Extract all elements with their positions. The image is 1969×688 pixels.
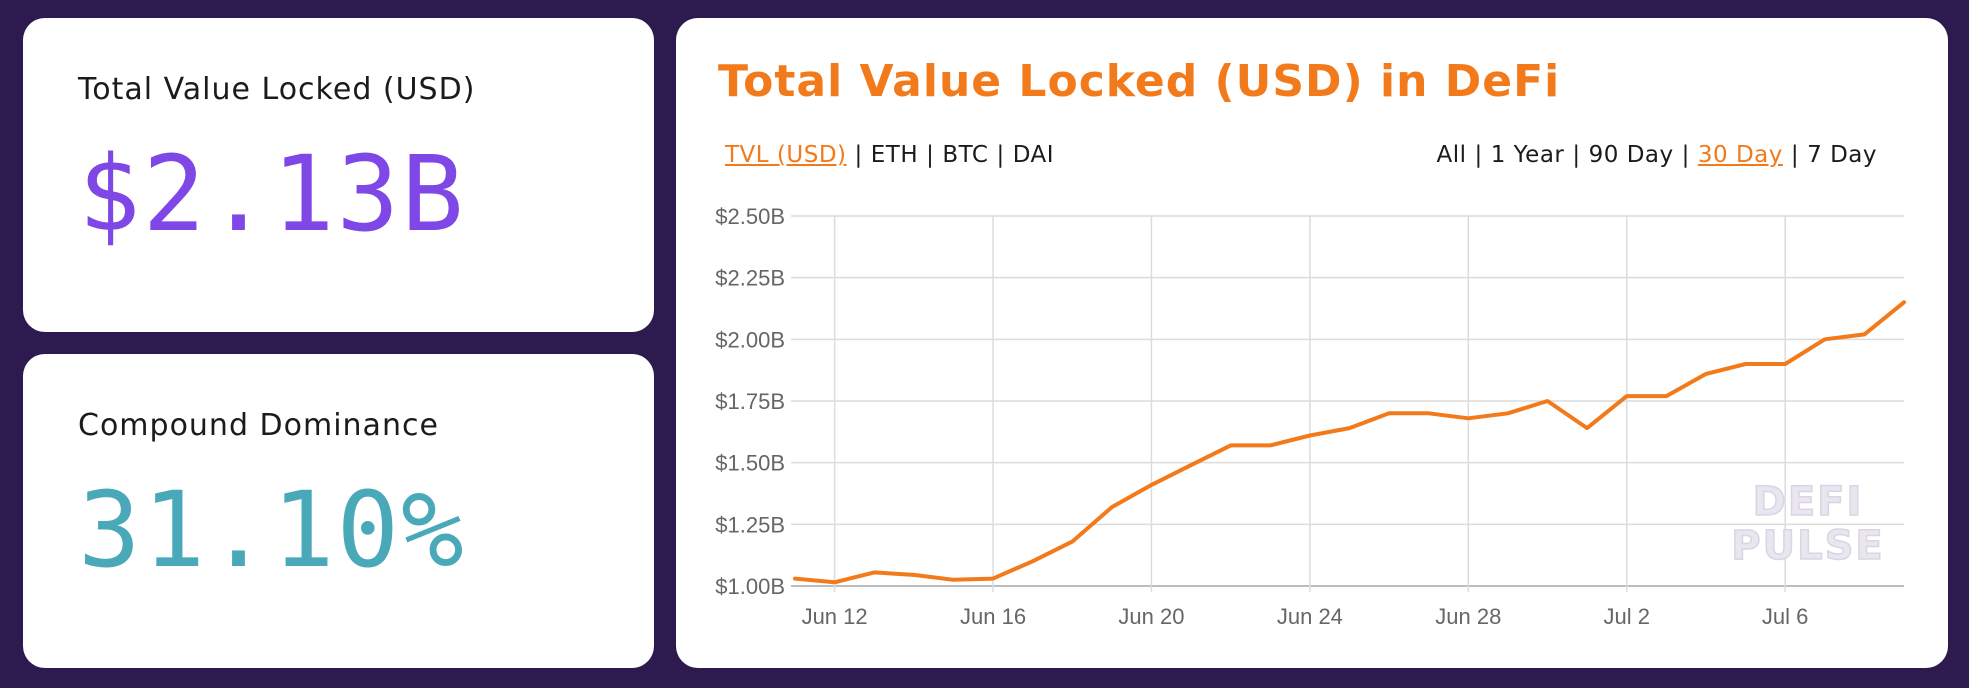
tab-separator: | — [1572, 142, 1581, 168]
x-tick-label: Jul 6 — [1762, 604, 1808, 629]
chart-card: Total Value Locked (USD) in DeFi TVL (US… — [676, 18, 1948, 668]
tab-separator: | — [1474, 142, 1483, 168]
y-tick-label: $2.00B — [715, 327, 785, 352]
range-tab-1-year[interactable]: 1 Year — [1490, 142, 1565, 168]
tab-separator: | — [1790, 142, 1800, 168]
x-tick-label: Jun 20 — [1118, 604, 1184, 629]
y-tick-label: $2.50B — [715, 204, 785, 229]
dominance-value: 31.10% — [78, 469, 466, 591]
tab-dai[interactable]: DAI — [1012, 142, 1055, 168]
y-tick-label: $2.25B — [715, 266, 785, 291]
metric-tabs: TVL (USD) | ETH | BTC | DAI — [725, 142, 1054, 168]
tvl-card: Total Value Locked (USD) $2.13B — [23, 18, 654, 332]
tvl-line-chart: $1.00B $1.25B $1.50B $1.75B $2.00B $2.25B $2.5… — [715, 204, 1906, 629]
watermark-text: DEFI — [1753, 479, 1864, 525]
chart-title: Total Value Locked (USD) in DeFi — [718, 56, 1561, 107]
watermark-text: PULSE — [1731, 523, 1884, 569]
tab-eth[interactable]: ETH — [870, 142, 919, 168]
x-tick-label: Jul 2 — [1604, 604, 1650, 629]
range-tab-30-day[interactable]: 30 Day — [1697, 142, 1783, 168]
dominance-card: Compound Dominance 31.10% — [23, 354, 654, 668]
x-tick-label: Jun 28 — [1435, 604, 1501, 629]
tab-tvl-usd[interactable]: TVL (USD) — [725, 142, 847, 168]
y-tick-label: $1.75B — [715, 389, 785, 414]
range-tab-90-day[interactable]: 90 Day — [1588, 142, 1674, 168]
dominance-label: Compound Dominance — [78, 408, 439, 443]
y-tick-label: $1.00B — [715, 574, 785, 599]
tvl-series-line — [793, 300, 1906, 585]
tab-separator: | — [926, 142, 935, 168]
x-tick-label: Jun 24 — [1277, 604, 1343, 629]
range-tab-7-day[interactable]: 7 Day — [1807, 142, 1877, 168]
tab-btc[interactable]: BTC — [942, 142, 989, 168]
x-tick-label: Jun 12 — [802, 604, 868, 629]
tab-separator: | — [1681, 142, 1690, 168]
tvl-label: Total Value Locked (USD) — [78, 72, 476, 107]
tab-separator: | — [854, 142, 863, 168]
x-tick-label: Jun 16 — [960, 604, 1026, 629]
tvl-value: $2.13B — [78, 133, 466, 255]
range-tab-all[interactable]: All — [1436, 142, 1467, 168]
range-tabs: All | 1 Year | 90 Day | 30 Day | 7 Day — [1436, 142, 1877, 168]
y-tick-label: $1.25B — [715, 512, 785, 537]
tab-separator: | — [996, 142, 1005, 168]
y-tick-label: $1.50B — [715, 451, 785, 476]
